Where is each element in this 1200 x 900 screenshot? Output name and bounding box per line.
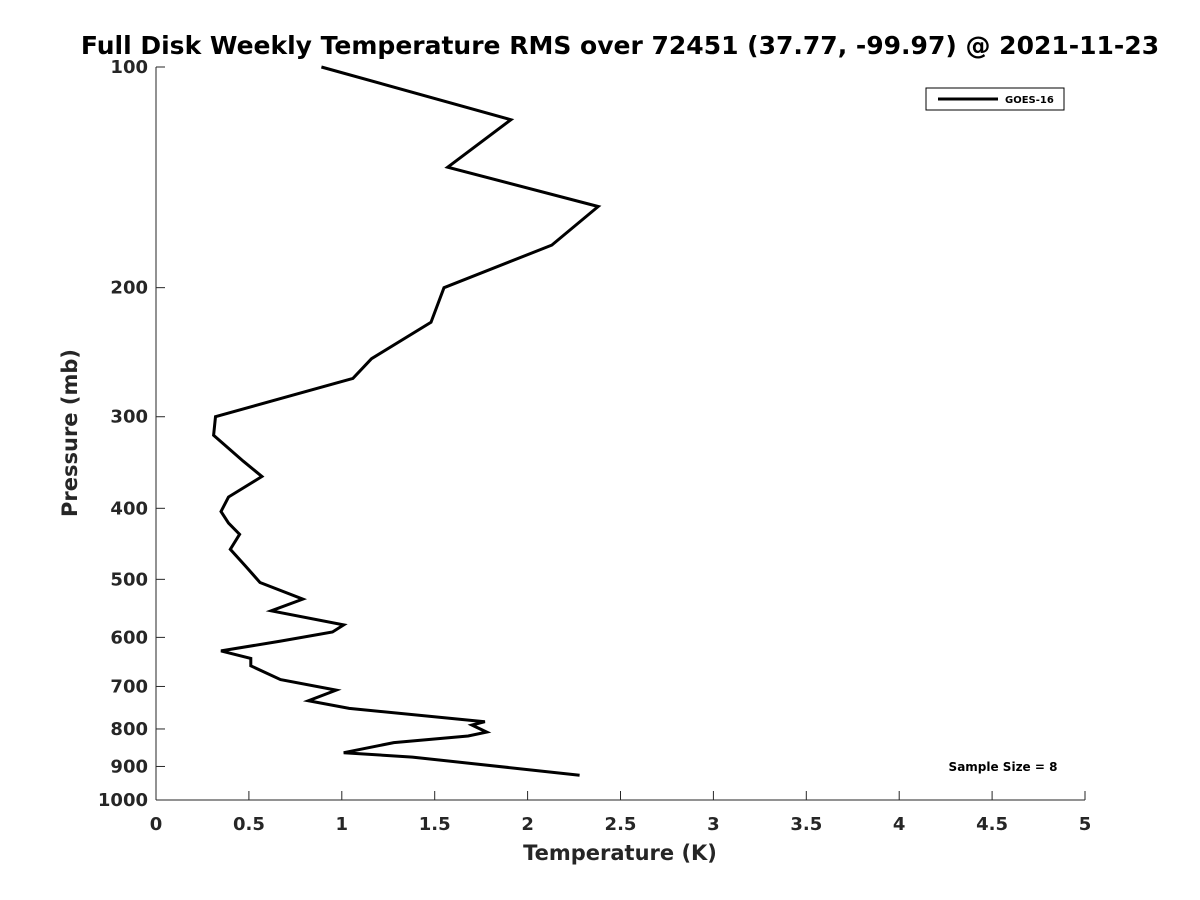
y-tick-label: 200 xyxy=(110,278,148,299)
x-tick-label: 1.5 xyxy=(419,814,451,835)
x-tick-label: 4.5 xyxy=(976,814,1008,835)
chart-title: Full Disk Weekly Temperature RMS over 72… xyxy=(81,31,1159,60)
y-tick-label: 400 xyxy=(110,498,148,519)
y-tick-label: 900 xyxy=(110,756,148,777)
y-tick-label: 500 xyxy=(110,569,148,590)
axis-ticks: 0 0.5 1 1.5 2 2.5 3 3.5 4 4.5 5 100 200 300 400 500 600 7… xyxy=(98,57,1091,835)
x-tick-label: 5 xyxy=(1079,814,1092,835)
y-tick-label: 100 xyxy=(110,57,148,78)
x-tick-label: 4 xyxy=(893,814,906,835)
x-tick-label: 2.5 xyxy=(605,814,637,835)
y-tick-label: 300 xyxy=(110,407,148,428)
x-tick-label: 1 xyxy=(336,814,349,835)
sample-size-annotation: Sample Size = 8 xyxy=(949,760,1058,774)
y-tick-label: 800 xyxy=(110,719,148,740)
series-layer xyxy=(212,65,602,777)
y-axis-label: Pressure (mb) xyxy=(58,349,82,517)
legend-label-goes-16: GOES-16 xyxy=(1005,95,1054,106)
y-tick-label: 700 xyxy=(110,676,148,697)
x-tick-label: 3.5 xyxy=(790,814,822,835)
x-tick-label: 3 xyxy=(707,814,720,835)
series-line-goes-16 xyxy=(212,65,602,777)
y-tick-label: 600 xyxy=(110,627,148,648)
legend: GOES-16 xyxy=(925,87,1065,111)
y-tick-label: 1000 xyxy=(98,790,148,811)
x-tick-label: 2 xyxy=(521,814,534,835)
x-axis-label: Temperature (K) xyxy=(523,841,717,865)
x-tick-label: 0.5 xyxy=(233,814,265,835)
x-tick-label: 0 xyxy=(150,814,163,835)
